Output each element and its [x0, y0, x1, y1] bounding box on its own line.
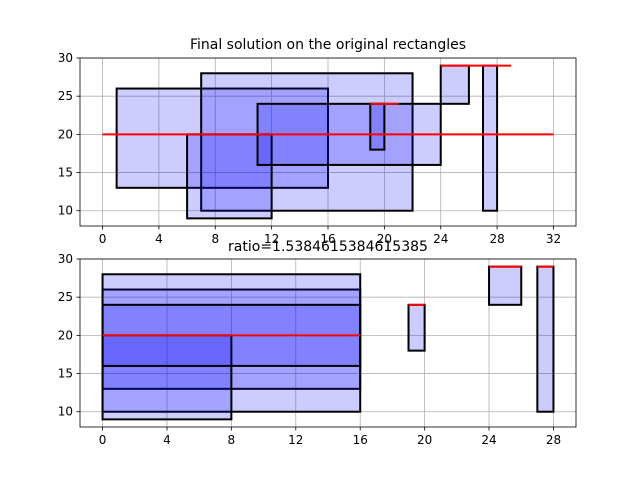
- top-x-tick-label: 32: [546, 232, 561, 246]
- bottom-rect-2: [101, 334, 233, 421]
- bottom-rect-6: [536, 265, 555, 413]
- top-chart-title: Final solution on the original rectangle…: [190, 37, 466, 53]
- top-x-tick-label: 0: [99, 232, 107, 246]
- bottom-chart-title: ratio=1.5384615384615385: [228, 239, 428, 255]
- top-rect-4: [369, 102, 386, 151]
- bottom-y-tick-label: 10: [58, 405, 73, 419]
- bottom-x-tick-label: 24: [481, 433, 496, 447]
- bottom-x-tick-label: 0: [99, 433, 107, 447]
- top-x-tick-label: 24: [433, 232, 448, 246]
- bottom-plot-area: [80, 259, 576, 427]
- top-rect-6: [482, 64, 499, 212]
- top-x-tick-label: 12: [264, 232, 279, 246]
- top-x-tick-label: 16: [320, 232, 335, 246]
- top-y-tick-label: 30: [58, 51, 73, 65]
- bottom-chart: 0 4 8 12 16 20 24 28 10 15 20 25 30 ratio=1.538461538…: [58, 239, 577, 447]
- top-y-tick-label: 25: [58, 89, 73, 103]
- bottom-x-tick-label: 12: [288, 433, 303, 447]
- bottom-y-tick-label: 30: [58, 252, 73, 266]
- bottom-x-tick-label: 20: [417, 433, 432, 447]
- bottom-x-tick-label: 4: [163, 433, 171, 447]
- bottom-x-tick-label: 8: [228, 433, 236, 447]
- top-rect-1: [200, 72, 414, 212]
- top-y-tick-label: 15: [58, 166, 73, 180]
- top-rect-0: [115, 87, 329, 189]
- bottom-y-tick-label: 15: [58, 367, 73, 381]
- top-chart: 0 4 8 12 16 20 24 28 32 10 15 20 25 30 Final solution …: [58, 37, 577, 246]
- top-y-tick-label: 20: [58, 127, 73, 141]
- top-x-tick-label: 4: [155, 232, 163, 246]
- bottom-rect-5: [488, 265, 523, 306]
- bottom-x-tick-label: 16: [353, 433, 368, 447]
- bottom-rect-4: [407, 303, 426, 352]
- bottom-y-tick-label: 20: [58, 328, 73, 342]
- bottom-x-tick-label: 28: [546, 433, 561, 447]
- top-x-tick-label: 28: [489, 232, 504, 246]
- top-rect-5: [439, 64, 470, 105]
- bottom-axes-frame: [79, 258, 577, 428]
- top-x-tick-label: 8: [211, 232, 219, 246]
- top-y-tick-label: 10: [58, 204, 73, 218]
- bottom-y-tick-label: 25: [58, 290, 73, 304]
- top-x-tick-label: 20: [377, 232, 392, 246]
